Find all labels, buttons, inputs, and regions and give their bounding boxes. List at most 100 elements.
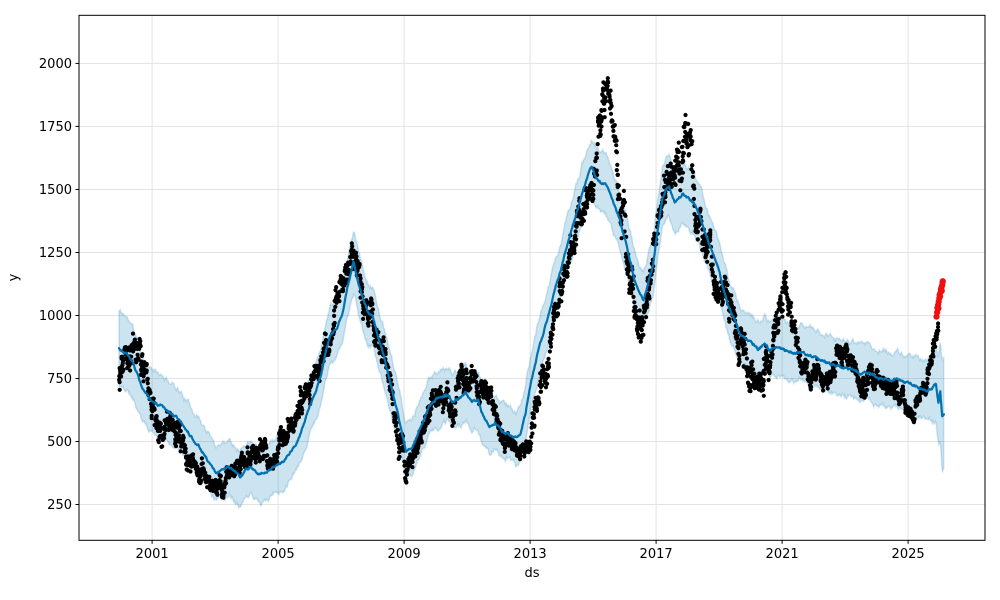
observed-point xyxy=(350,244,355,249)
observed-point xyxy=(720,292,725,297)
observed-point xyxy=(549,336,554,341)
observed-point xyxy=(673,182,678,187)
observed-point xyxy=(532,424,537,429)
observed-point xyxy=(264,445,269,450)
observed-point xyxy=(441,406,446,411)
observed-point xyxy=(555,311,561,316)
observed-point xyxy=(214,490,219,495)
observed-point xyxy=(784,274,789,279)
observed-point xyxy=(151,396,156,401)
observed-point xyxy=(641,320,647,325)
observed-point xyxy=(360,285,365,290)
observed-point xyxy=(760,387,766,392)
observed-point xyxy=(529,434,534,439)
observed-point xyxy=(771,338,776,343)
observed-point xyxy=(461,372,466,378)
observed-point xyxy=(493,403,498,409)
observed-point xyxy=(797,347,802,352)
observed-point xyxy=(595,142,600,147)
observed-point xyxy=(289,416,294,421)
observed-point xyxy=(489,385,494,390)
observed-point xyxy=(343,281,348,286)
observed-point xyxy=(583,211,588,216)
observed-point xyxy=(173,444,179,449)
observed-point xyxy=(805,360,810,365)
observed-point xyxy=(183,449,188,455)
observed-point xyxy=(735,333,740,338)
observed-point xyxy=(291,428,296,433)
observed-point xyxy=(931,354,936,359)
observed-point xyxy=(163,426,168,431)
observed-point xyxy=(926,371,932,377)
observed-point xyxy=(591,196,596,201)
observed-point xyxy=(140,352,145,357)
observed-point xyxy=(160,444,165,449)
observed-point xyxy=(170,417,175,422)
observed-point xyxy=(705,259,710,264)
observed-point xyxy=(397,454,402,459)
observed-point xyxy=(615,162,620,167)
observed-point xyxy=(128,368,133,373)
observed-point xyxy=(621,188,627,193)
observed-point xyxy=(626,268,631,274)
observed-point xyxy=(825,386,830,391)
observed-point xyxy=(715,281,720,286)
observed-point xyxy=(161,436,167,441)
observed-point xyxy=(798,353,803,358)
anomaly-points xyxy=(933,278,946,320)
observed-point xyxy=(547,349,553,354)
observed-point xyxy=(141,374,146,379)
observed-point xyxy=(427,418,432,423)
observed-point xyxy=(673,175,678,180)
observed-point xyxy=(742,331,747,336)
observed-point xyxy=(710,262,715,267)
observed-point xyxy=(300,407,305,413)
observed-point xyxy=(894,381,899,386)
observed-point xyxy=(238,467,243,472)
observed-point xyxy=(213,477,218,483)
observed-point xyxy=(741,364,746,369)
observed-point xyxy=(484,380,489,386)
observed-point xyxy=(464,367,469,372)
observed-point xyxy=(120,369,125,374)
observed-point xyxy=(253,460,258,465)
observed-point xyxy=(536,395,541,400)
observed-point xyxy=(934,337,939,342)
observed-point xyxy=(323,332,328,337)
x-tick-label: 2009 xyxy=(388,547,421,562)
observed-point xyxy=(245,445,250,450)
observed-point xyxy=(369,296,374,301)
observed-point xyxy=(680,170,686,175)
observed-point xyxy=(679,176,685,181)
observed-point xyxy=(725,282,730,288)
observed-point xyxy=(333,304,338,309)
observed-point xyxy=(144,362,149,368)
observed-point xyxy=(778,297,783,302)
observed-point xyxy=(545,381,550,386)
observed-point xyxy=(712,274,718,279)
observed-point xyxy=(176,433,182,438)
observed-point xyxy=(686,153,691,158)
observed-point xyxy=(865,387,870,392)
observed-point xyxy=(149,416,154,421)
observed-point xyxy=(793,330,798,335)
observed-point xyxy=(602,107,607,113)
observed-point xyxy=(874,367,880,373)
observed-point xyxy=(550,325,555,330)
observed-point xyxy=(761,379,766,384)
observed-point xyxy=(634,309,639,314)
observed-point xyxy=(453,412,458,417)
observed-point xyxy=(676,160,681,165)
observed-point xyxy=(474,379,479,385)
observed-point xyxy=(614,143,619,148)
observed-point xyxy=(573,233,578,238)
observed-point xyxy=(440,410,445,415)
observed-point xyxy=(912,411,917,416)
observed-point xyxy=(585,205,590,210)
observed-point xyxy=(543,385,549,390)
observed-point xyxy=(402,459,407,464)
observed-point xyxy=(901,392,906,398)
observed-point xyxy=(767,371,772,376)
observed-point xyxy=(631,294,636,299)
